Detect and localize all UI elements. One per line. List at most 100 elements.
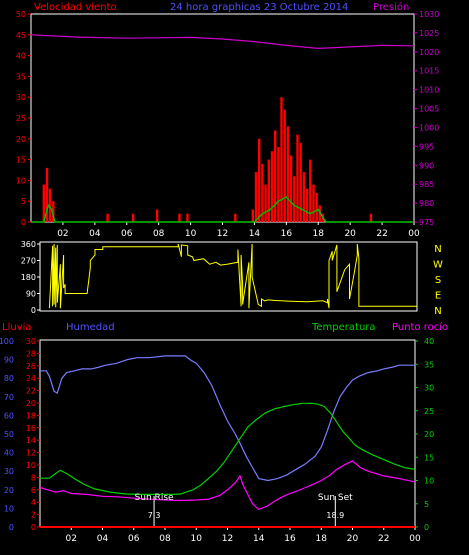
wind-gust-bar [283, 109, 286, 222]
time-tick-label: 06 [121, 229, 133, 239]
direction-axis: 0 90 180 270 360 [21, 240, 40, 315]
wind-gust-bar [42, 184, 45, 222]
time-tick-label: 08 [159, 534, 171, 544]
direction-panel-frame [39, 241, 418, 312]
rain-tick-label: 2 [31, 511, 36, 520]
graph-title: 24 hora graphicas 23 Octubre 2014 [170, 2, 348, 13]
wind-speed-tick-label: 50 [16, 10, 26, 19]
temperature-label: Temperatura [311, 322, 376, 333]
compass-label: N [434, 306, 441, 317]
humidity-tick-label: 20 [4, 486, 14, 495]
dewpoint-line [39, 460, 416, 510]
compass-label: N [434, 244, 441, 255]
pressure-axis: 975 980 985 990 995 1000 1005 1010 1015 1020 1025 1… [414, 10, 439, 227]
rain-tick-label: 8 [31, 473, 36, 482]
rain-tick-label: 28 [26, 349, 36, 358]
temperature-tick-label: 35 [424, 360, 434, 369]
rain-tick-label: 18 [26, 411, 36, 420]
pressure-tick-label: 995 [419, 142, 434, 151]
humidity-label: Humedad [66, 322, 115, 333]
time-tick-label: 14 [253, 534, 265, 544]
rain-tick-label: 20 [26, 399, 36, 408]
rain-tick-label: 22 [26, 387, 36, 396]
rain-tick-label: 10 [26, 461, 36, 470]
wind-speed-tick-label: 15 [16, 156, 26, 165]
time-tick-label: 12 [217, 229, 228, 239]
wind-gust-bar [305, 188, 309, 222]
time-tick-label: 04 [89, 229, 101, 239]
rain-tick-label: 4 [31, 498, 36, 507]
time-tick-label: 06 [128, 534, 140, 544]
humidity-tick-label: 50 [4, 430, 14, 439]
wind-speed-tick-label: 40 [16, 52, 26, 61]
rain-tick-label: 12 [26, 449, 36, 458]
wind-direction-line [48, 243, 417, 309]
time-tick-label: 18 [313, 229, 325, 239]
humidity-temperature-panel: Lluvia Humedad Temperatura Punto rocío 0… [0, 321, 448, 544]
wind-gust-bar [131, 213, 135, 222]
temperature-tick-label: 0 [424, 523, 429, 532]
pressure-tick-label: 1010 [419, 86, 439, 95]
rain-label: Lluvia [2, 322, 32, 333]
humidity-tick-label: 70 [4, 393, 14, 402]
time-tick-label: 16 [281, 229, 293, 239]
sunrise-marker: Sun Rise 7.3 [135, 493, 174, 526]
time-tick-label: 20 [344, 229, 356, 239]
pressure-tick-label: 1000 [419, 123, 439, 132]
time-tick-label: 04 [97, 534, 109, 544]
wind-gust-bar [106, 213, 109, 222]
wind-speed-tick-label: 30 [16, 93, 26, 102]
wind-gust-bar [274, 130, 277, 222]
wind-gust-bar [52, 201, 55, 222]
time-tick-label: 22 [378, 534, 389, 544]
time-tick-label: 16 [284, 534, 296, 544]
wind-gust-bar [258, 138, 261, 222]
wind-gust-bar [315, 192, 318, 222]
direction-tick-label: 360 [21, 240, 36, 249]
sunset-marker: Sun Set 18.9 [318, 493, 353, 526]
temperature-tick-label: 15 [424, 453, 434, 462]
rain-tick-label: 16 [26, 424, 36, 433]
wind-series [30, 34, 415, 223]
time-tick-label: 02 [66, 534, 77, 544]
wind-speed-tick-label: 35 [16, 72, 26, 81]
pressure-tick-label: 1020 [419, 48, 439, 57]
time-tick-label: 18 [316, 534, 328, 544]
temperature-tick-label: 40 [424, 337, 434, 346]
compass-label: S [435, 275, 441, 286]
wind-gust-bar [261, 163, 264, 222]
humidity-series [39, 355, 416, 528]
pressure-tick-label: 1015 [419, 67, 439, 76]
wind-gust-bar [270, 151, 274, 222]
temperature-tick-label: 25 [424, 407, 434, 416]
time-tick-label: 14 [249, 229, 261, 239]
direction-series [48, 243, 417, 309]
direction-tick-label: 180 [21, 273, 36, 282]
wind-gust-bar [318, 205, 321, 222]
humidity-tick-label: 100 [0, 337, 14, 346]
pressure-tick-label: 990 [419, 161, 434, 170]
sunrise-time: 7.3 [148, 511, 161, 520]
wind-speed-title: Velocidad viento [34, 2, 117, 13]
temperature-tick-label: 20 [424, 430, 434, 439]
wind-gust-bar [369, 213, 373, 222]
temperature-tick-label: 5 [424, 500, 429, 509]
wind-gust-bar [264, 184, 267, 222]
wind-gust-bar [286, 126, 290, 222]
time-tick-label: 10 [185, 229, 197, 239]
temperature-tick-label: 10 [424, 477, 434, 486]
humidity-tick-label: 10 [4, 504, 14, 513]
wind-speed-tick-label: 5 [21, 197, 26, 206]
pressure-tick-label: 975 [419, 218, 434, 227]
wind-gust-bar [186, 213, 189, 222]
wind-speed-tick-label: 45 [16, 31, 26, 40]
wind-gust-bar [45, 167, 49, 222]
wind-gust-bar [267, 159, 270, 222]
rain-tick-label: 26 [26, 362, 36, 371]
wind-gust-bar [312, 184, 315, 222]
direction-tick-label: 0 [31, 306, 36, 315]
wind-gust-bar [293, 176, 296, 222]
wind-gust-bar [277, 147, 280, 222]
